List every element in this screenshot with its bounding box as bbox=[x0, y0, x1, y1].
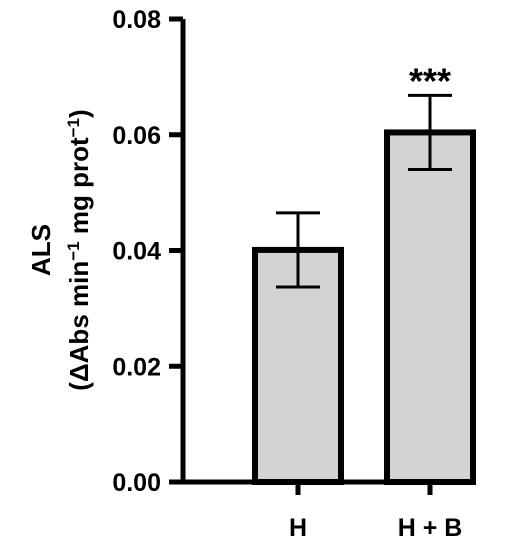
y-tick-label: 0.08 bbox=[112, 6, 161, 34]
y-label-part-1: (ΔAbs min bbox=[64, 261, 94, 391]
y-label-sup-1: −1 bbox=[64, 241, 83, 260]
y-axis-label-line2: (ΔAbs min−1 mg prot−1) bbox=[64, 109, 95, 390]
error-bars bbox=[276, 93, 452, 289]
x-tick-label: H + B bbox=[398, 514, 463, 542]
y-axis-label-line1: ALS bbox=[26, 224, 56, 276]
y-tick-label: 0.02 bbox=[112, 353, 161, 381]
y-label-part-3: ) bbox=[64, 109, 94, 118]
bar bbox=[384, 129, 476, 485]
y-label-part-2: mg prot bbox=[64, 137, 94, 241]
y-tick-label: 0.06 bbox=[112, 122, 161, 150]
y-tick-label: 0.00 bbox=[112, 469, 161, 497]
y-axis-label: ALS (ΔAbs min−1 mg prot−1) bbox=[26, 109, 94, 390]
x-tick-label: H bbox=[289, 514, 307, 542]
y-label-sup-2: −1 bbox=[64, 118, 83, 137]
significance-label: *** bbox=[409, 60, 451, 101]
y-tick-label: 0.04 bbox=[112, 238, 161, 266]
labels: 0.00 0.02 0.04 0.06 0.08 H H + B *** bbox=[112, 6, 462, 542]
bars bbox=[252, 129, 476, 485]
